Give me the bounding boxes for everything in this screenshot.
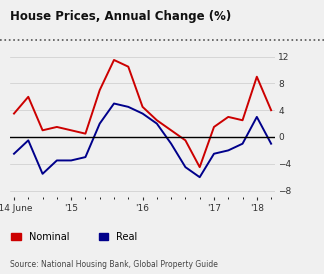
Text: Source: National Housing Bank, Global Property Guide: Source: National Housing Bank, Global Pr… [10, 259, 218, 269]
Legend: Nominal, Real: Nominal, Real [11, 232, 137, 242]
Text: House Prices, Annual Change (%): House Prices, Annual Change (%) [10, 10, 231, 22]
